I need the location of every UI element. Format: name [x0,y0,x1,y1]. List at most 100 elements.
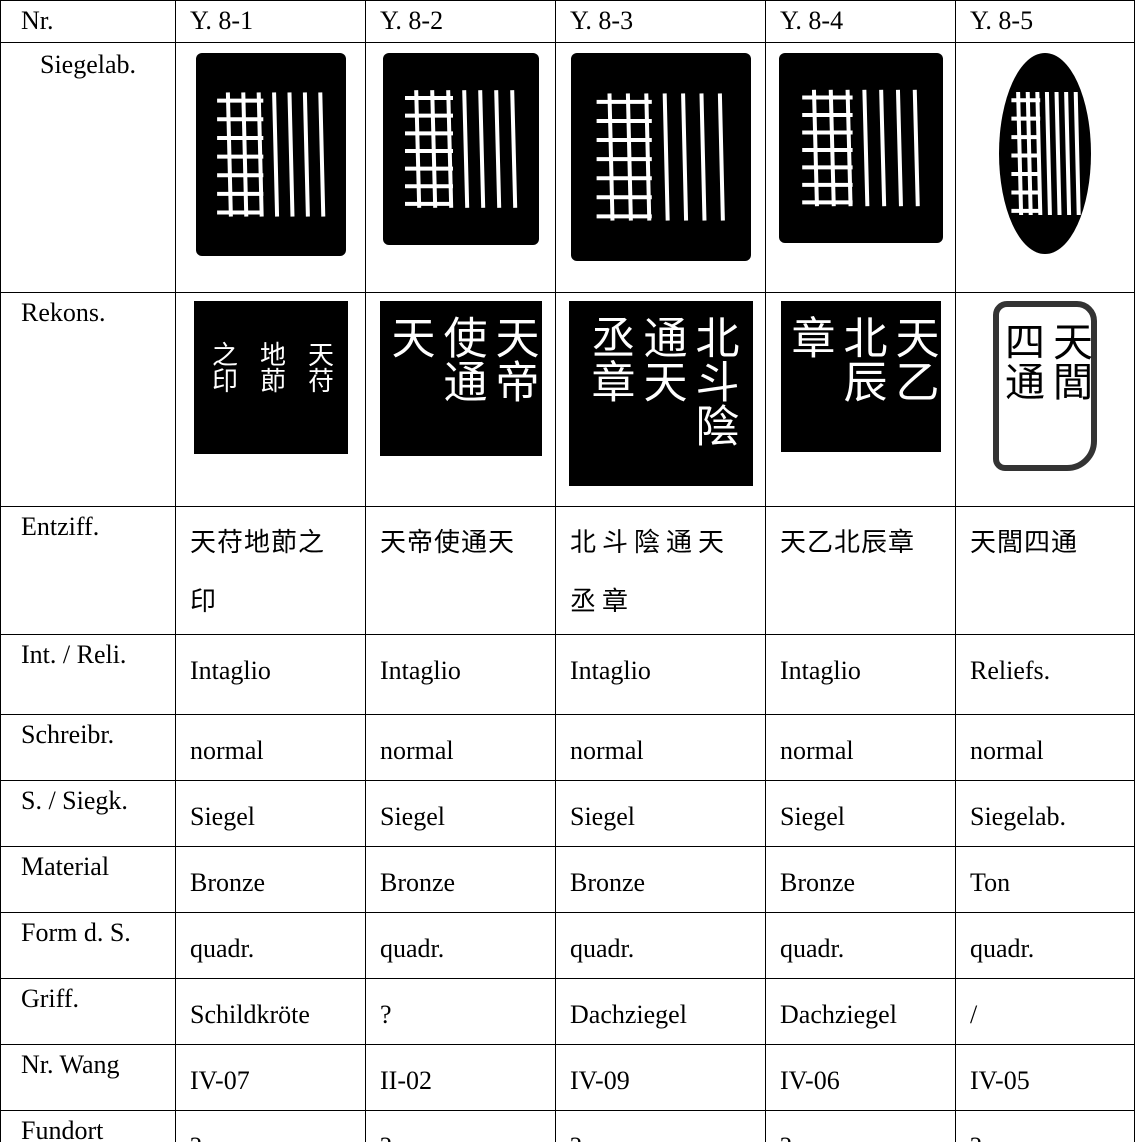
seal-column: 通天 [636,315,686,403]
seal-impression-cell [555,42,766,293]
seal-impression-cell [175,42,366,293]
cell: ? [365,1110,556,1142]
seal-impression [778,53,943,243]
cell: normal [765,714,956,781]
seal-reconstruction: 天乙 北辰章 [780,301,941,452]
seal-column: 天 [384,315,434,359]
reconstruction-cell: 天閭 四通 [955,292,1135,507]
seal-column: 四通 [999,321,1044,401]
row: Fundort????? [0,1110,1135,1142]
header-cell: Y. 8-1 [175,0,366,43]
row-label: Fundort [0,1110,176,1142]
seal-reconstruction: 北斗陰 通天 丞章 [568,301,753,486]
reconstruction-cell: 天乙 北辰章 [765,292,956,507]
seal-column: 章 [784,315,834,359]
cell: ? [765,1110,956,1142]
cell: Schildkröte [175,978,366,1045]
header-cell: Nr. [0,0,176,43]
seal-impression-cell [955,42,1135,293]
cell: ? [365,978,556,1045]
header-cell: Y. 8-5 [955,0,1135,43]
seal-column: 北辰 [836,315,886,403]
cell: normal [365,714,556,781]
header-cell: Y. 8-3 [555,0,766,43]
cell: Bronze [365,846,556,913]
cell: IV-07 [175,1044,366,1111]
cell: 天苻地莭之印 [175,506,366,635]
cell: 北斗陰通天丞章 [555,506,766,635]
cell: normal [955,714,1135,781]
row-label: Griff. [0,978,176,1045]
reconstruction-cell: 天帝 使通天 [365,292,556,507]
row: Griff. Schildkröte? Dachziegel Dachziegel / [0,978,1135,1045]
cell: Intaglio [555,634,766,715]
cell: IV-06 [765,1044,956,1111]
label-text: Schreibr. [21,720,115,749]
cell: normal [555,714,766,781]
cell: ? [955,1110,1135,1142]
header-cell: Y. 8-4 [765,0,956,43]
seal-column: 天帝 [488,315,538,403]
cell: quadr. [365,912,556,979]
seal-column: 之印 [208,341,238,393]
cell: 天閭四通 [955,506,1135,635]
row: Nr. Wang IV-07 II-02 IV-09 IV-06 IV-05 [0,1044,1135,1111]
seal-impression [570,53,751,261]
seal-column: 地莭 [256,341,286,393]
cell: ? [555,1110,766,1142]
seal-impression [195,53,346,256]
label-text: Material [21,852,110,881]
cell: Dachziegel [765,978,956,1045]
seal-impression-cell [365,42,556,293]
cell: Dachziegel [555,978,766,1045]
seal-column: 天閭 [1047,321,1092,401]
row-label: Entziff. [0,506,176,635]
cell: Reliefs. [955,634,1135,715]
cell: Siegel [175,780,366,847]
row-label: Schreibr. [0,714,176,781]
header-cell: Y. 8-2 [365,0,556,43]
row-label: S. / Siegk. [0,780,176,847]
cell: / [955,978,1135,1045]
seal-column: 丞章 [584,315,634,403]
label-text: Entziff. [21,512,100,541]
row: Siegelab. [0,42,1135,293]
cell: IV-09 [555,1044,766,1111]
seal-impression [382,53,539,245]
reconstruction-cell: 天苻 地莭 之印 [175,292,366,507]
cell: Siegel [365,780,556,847]
row: Entziff. 天苻地莭之印 天帝使通天 北斗陰通天丞章 天乙北辰章 天閭四通 [0,506,1135,635]
seal-column: 北斗陰 [688,315,738,447]
seal-impression-cell [765,42,956,293]
cell: Intaglio [765,634,956,715]
cell: Bronze [555,846,766,913]
seal-column: 使通 [436,315,486,403]
label-text: Int. / Reli. [21,640,127,669]
cell: Siegel [555,780,766,847]
cell: quadr. [175,912,366,979]
seal-column: 天乙 [888,315,938,403]
row: Int. / Reli. Intaglio Intaglio Intaglio Inta… [0,634,1135,715]
row-label: Int. / Reli. [0,634,176,715]
seal-reconstruction: 天閭 四通 [993,301,1097,471]
cell: quadr. [765,912,956,979]
row-label: Siegelab. [0,42,176,293]
row: S. / Siegk. Siegel Siegel Siegel Siegel Siege… [0,780,1135,847]
label-text: S. / Siegk. [21,786,128,815]
cell: quadr. [955,912,1135,979]
row-label: Rekons. [0,292,176,507]
cell: 天帝使通天 [365,506,556,635]
cell: Intaglio [175,634,366,715]
row-label: Material [0,846,176,913]
row: Schreibr. normal normal normal normal normal [0,714,1135,781]
cell: 天乙北辰章 [765,506,956,635]
label-text: Fundort [21,1116,104,1142]
label-text: Nr. Wang [21,1050,120,1079]
cell: Intaglio [365,634,556,715]
seal-reconstruction: 天帝 使通天 [379,301,542,456]
cell: ? [175,1110,366,1142]
seal-impression [999,53,1091,254]
cell: quadr. [555,912,766,979]
